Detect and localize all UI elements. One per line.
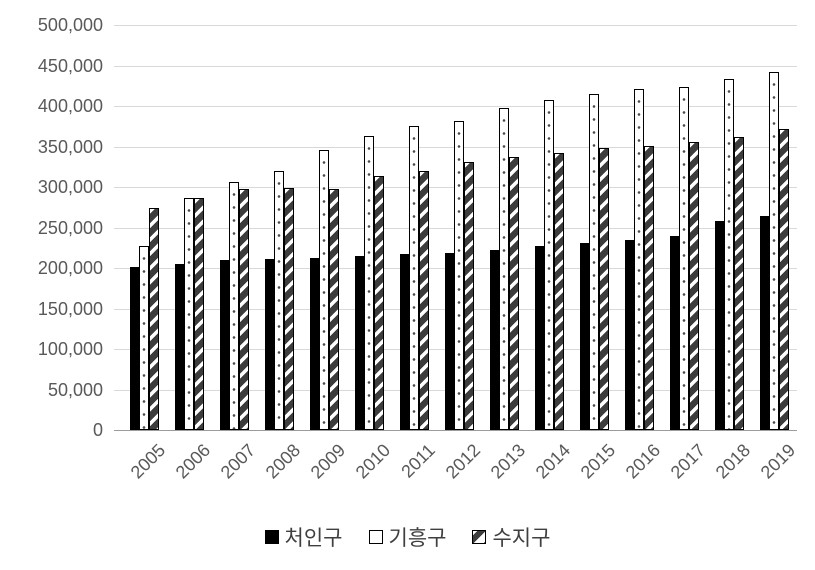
bar-giheunggu-2017 — [679, 87, 689, 430]
legend-item-giheunggu: 기흥구 — [368, 522, 447, 552]
bar-cheoingu-2011 — [400, 254, 409, 430]
y-tick-label: 300,000 — [37, 177, 103, 197]
bar-giheunggu-2012 — [454, 121, 464, 430]
bar-giheunggu-2015 — [589, 94, 599, 430]
x-tick-label-2016: 2016 — [621, 440, 665, 483]
bar-giheunggu-2013 — [499, 108, 509, 430]
bar-sujigu-2014 — [554, 153, 564, 430]
x-tick-label-2007: 2007 — [216, 440, 260, 483]
x-tick-label-2017: 2017 — [666, 440, 710, 483]
x-tick-label-2018: 2018 — [711, 440, 755, 483]
bar-sujigu-2010 — [374, 176, 384, 430]
x-tick-label-2015: 2015 — [576, 440, 620, 483]
gridline — [114, 66, 797, 67]
bar-cheoingu-2007 — [220, 260, 229, 430]
legend-swatch-solid-black-icon — [264, 530, 279, 544]
bar-giheunggu-2010 — [364, 136, 374, 430]
legend-swatch-diagonal-striped-icon — [472, 530, 487, 544]
x-tick-label-2008: 2008 — [261, 440, 305, 483]
bar-giheunggu-2014 — [544, 100, 554, 430]
bar-cheoingu-2013 — [490, 250, 499, 430]
bar-sujigu-2009 — [329, 189, 339, 430]
bar-cheoingu-2017 — [670, 236, 679, 430]
bar-sujigu-2005 — [149, 208, 159, 430]
legend-label: 처인구 — [284, 527, 343, 550]
y-tick-label: 50,000 — [47, 380, 103, 400]
bar-sujigu-2012 — [464, 162, 474, 430]
x-tick-label-2014: 2014 — [531, 440, 575, 483]
bar-sujigu-2018 — [734, 137, 744, 430]
bar-cheoingu-2005 — [130, 267, 139, 430]
bar-cheoingu-2014 — [535, 246, 544, 430]
legend-swatch-white-dotted-icon — [368, 530, 383, 544]
y-tick-label: 100,000 — [37, 339, 103, 359]
bar-giheunggu-2007 — [229, 182, 239, 430]
x-tick-label-2009: 2009 — [306, 440, 350, 483]
y-tick-label: 0 — [92, 420, 103, 440]
y-tick-label: 450,000 — [37, 56, 103, 76]
y-tick-label: 250,000 — [37, 218, 103, 238]
bar-sujigu-2011 — [419, 171, 429, 430]
legend-item-sujigu: 수지구 — [472, 522, 550, 552]
bar-cheoingu-2016 — [625, 240, 634, 430]
bar-cheoingu-2009 — [310, 258, 319, 430]
x-tick-label-2005: 2005 — [126, 440, 170, 483]
bar-giheunggu-2016 — [634, 89, 644, 430]
bar-cheoingu-2018 — [715, 221, 724, 430]
x-tick-label-2012: 2012 — [441, 440, 485, 483]
x-tick-label-2011: 2011 — [397, 440, 440, 482]
legend-item-cheoingu: 처인구 — [264, 522, 343, 552]
gridline — [114, 25, 797, 26]
bar-sujigu-2015 — [599, 148, 609, 430]
y-tick-label: 150,000 — [37, 299, 103, 319]
y-tick-label: 400,000 — [37, 96, 103, 116]
bar-sujigu-2006 — [194, 198, 204, 430]
x-tick-label-2006: 2006 — [171, 440, 215, 483]
bar-cheoingu-2008 — [265, 259, 274, 430]
bar-sujigu-2019 — [779, 129, 789, 430]
bar-giheunggu-2011 — [409, 126, 419, 430]
gridline — [114, 106, 797, 107]
bar-giheunggu-2009 — [319, 150, 329, 430]
x-axis-line — [114, 430, 797, 431]
x-tick-label-2013: 2013 — [486, 440, 530, 483]
bar-sujigu-2008 — [284, 188, 294, 430]
bar-sujigu-2013 — [509, 157, 519, 430]
bar-cheoingu-2006 — [175, 264, 184, 430]
bar-cheoingu-2010 — [355, 256, 364, 430]
x-tick-label-2019: 2019 — [756, 440, 800, 483]
y-tick-label: 350,000 — [37, 137, 103, 157]
legend: 처인구 기흥구 수지구 — [0, 522, 815, 552]
bar-sujigu-2016 — [644, 146, 654, 430]
bar-cheoingu-2012 — [445, 253, 454, 430]
legend-label: 수지구 — [492, 527, 551, 550]
bar-cheoingu-2015 — [580, 243, 589, 430]
y-tick-label: 200,000 — [37, 258, 103, 278]
bar-sujigu-2017 — [689, 142, 699, 430]
bar-giheunggu-2005 — [139, 246, 149, 430]
bar-giheunggu-2006 — [184, 198, 194, 430]
y-tick-label: 500,000 — [37, 15, 103, 35]
bar-sujigu-2007 — [239, 189, 249, 430]
x-tick-label-2010: 2010 — [351, 440, 395, 483]
legend-label: 기흥구 — [388, 527, 447, 550]
bar-giheunggu-2019 — [769, 72, 779, 430]
bar-giheunggu-2008 — [274, 171, 284, 430]
bar-cheoingu-2019 — [760, 216, 769, 430]
bar-giheunggu-2018 — [724, 79, 734, 430]
